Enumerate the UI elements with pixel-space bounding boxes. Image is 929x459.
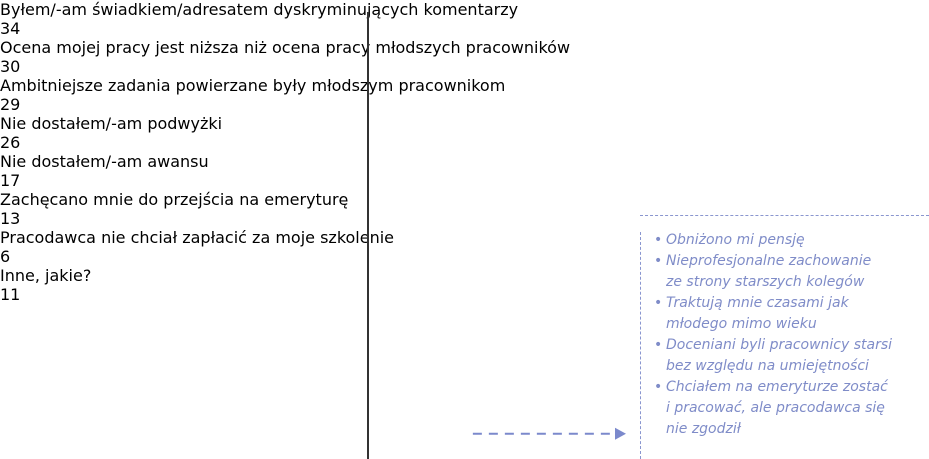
- annotation-item: Nieprofesjonalne zachowanie ze strony st…: [654, 251, 929, 293]
- axis-line: [367, 12, 369, 459]
- annotation-item: Chciałem na emeryturze zostać i pracować…: [654, 377, 929, 440]
- value-label: 6: [0, 247, 11, 266]
- arrow-head: [615, 427, 626, 440]
- category-label: Ocena mojej pracy jest niższa niż ocena …: [0, 38, 571, 57]
- value-label: 30: [0, 57, 21, 76]
- category-label: Nie dostałem/-am podwyżki: [0, 114, 223, 133]
- annotation-item: Doceniani byli pracownicy starsi bez wzg…: [654, 335, 929, 377]
- value-label: 13: [0, 209, 21, 228]
- value-label: 34: [0, 19, 21, 38]
- annotation-list: Obniżono mi pensjęNieprofesjonalne zacho…: [654, 230, 929, 440]
- category-label: Byłem/-am świadkiem/adresatem dyskryminu…: [0, 0, 519, 19]
- category-label: Ambitniejsze zadania powierzane były mło…: [0, 76, 506, 95]
- annotation-box: Obniżono mi pensjęNieprofesjonalne zacho…: [640, 215, 929, 459]
- category-label: Inne, jakie?: [0, 266, 92, 285]
- value-label: 11: [0, 285, 21, 304]
- value-label: 17: [0, 171, 21, 190]
- value-label: 29: [0, 95, 21, 114]
- annotation-border: [640, 232, 641, 459]
- annotation-item: Obniżono mi pensję: [654, 230, 929, 251]
- category-label: Nie dostałem/-am awansu: [0, 152, 209, 171]
- value-label: 26: [0, 133, 21, 152]
- annotation-item: Traktują mnie czasami jak młodego mimo w…: [654, 293, 929, 335]
- category-label: Zachęcano mnie do przejścia na emeryturę: [0, 190, 349, 209]
- category-label: Pracodawca nie chciał zapłacić za moje s…: [0, 228, 395, 247]
